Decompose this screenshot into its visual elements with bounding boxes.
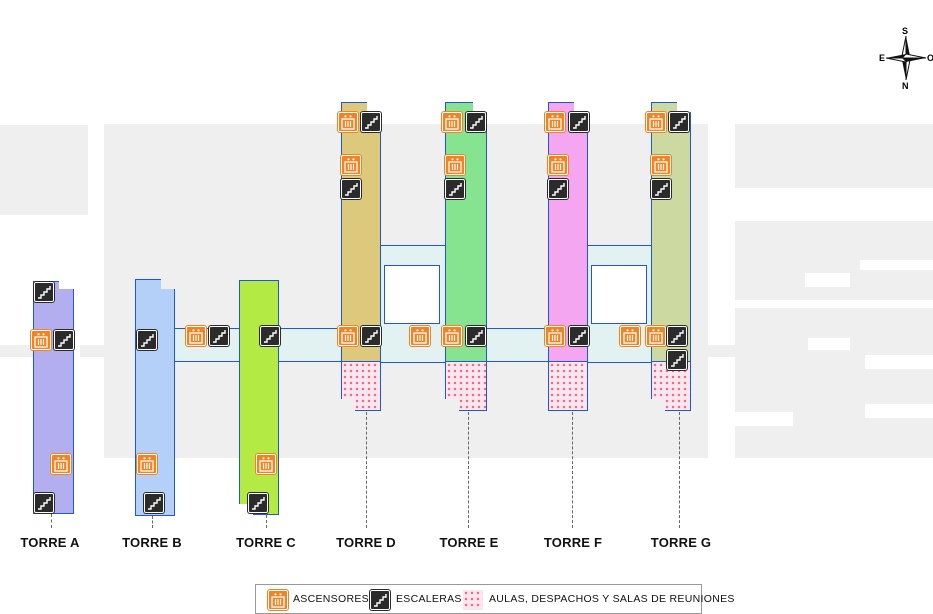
stairs-icon (548, 179, 568, 199)
elevator-icon (341, 155, 361, 175)
compass-south: S (902, 26, 909, 36)
stairs-icon (466, 112, 486, 132)
leader-line-a (51, 514, 52, 528)
stairs-icon (669, 112, 689, 132)
stairs-icon (466, 326, 486, 346)
tower-e[interactable] (445, 102, 487, 362)
stairs-icon (248, 493, 268, 513)
stairs-icon (370, 590, 390, 610)
courtyard-de (384, 265, 440, 324)
stairs-icon (361, 112, 381, 132)
map-legend: ASCENSORES ESCALERAS AULAS, DESPACHOS Y … (255, 584, 734, 614)
dotted-pink-swatch (463, 590, 483, 610)
stairs-icon (209, 326, 229, 346)
tower-label-g: TORRE G (650, 535, 712, 550)
courtyard-fg (591, 265, 647, 324)
stairs-icon (144, 493, 164, 513)
elevator-icon (186, 326, 206, 346)
background-block (0, 125, 88, 215)
stairs-icon (341, 179, 361, 199)
compass-rose-icon: S N E O (876, 26, 933, 91)
tower-d[interactable] (341, 102, 381, 362)
elevator-icon (51, 454, 71, 474)
stairs-icon (260, 326, 280, 346)
stairs-icon (361, 326, 381, 346)
elevator-icon (445, 155, 465, 175)
elevator-icon (442, 112, 462, 132)
stairs-icon (445, 179, 465, 199)
tower-b[interactable] (135, 279, 175, 516)
elevator-icon (31, 330, 51, 350)
stairs-icon (54, 330, 74, 350)
elevator-icon (338, 326, 358, 346)
elevator-icon (646, 112, 666, 132)
compass-west: O (927, 53, 933, 63)
elevator-icon (545, 326, 565, 346)
tower-label-f: TORRE F (543, 535, 603, 550)
tower-g[interactable] (651, 102, 691, 362)
elevator-icon (651, 155, 671, 175)
leader-line-g (679, 412, 680, 528)
background-block (0, 345, 33, 357)
street-gap (808, 338, 850, 350)
rooms-zone-f (548, 361, 588, 411)
leader-line-c (266, 515, 267, 528)
stairs-icon (34, 493, 54, 513)
tower-f[interactable] (548, 102, 588, 362)
stairs-icon (667, 326, 687, 346)
elevator-icon (410, 326, 430, 346)
elevator-icon (646, 326, 666, 346)
tower-label-a: TORRE A (20, 535, 80, 550)
tower-label-b: TORRE B (122, 535, 182, 550)
elevator-icon (442, 326, 462, 346)
tower-c[interactable] (239, 280, 279, 515)
background-block (705, 345, 735, 357)
elevator-icon (268, 590, 288, 610)
elevator-icon (137, 454, 157, 474)
leader-line-b (152, 516, 153, 528)
tower-label-c: TORRE C (236, 535, 296, 550)
tower-label-d: TORRE D (336, 535, 396, 550)
leader-line-e (468, 412, 469, 528)
compass-north: N (902, 81, 909, 91)
stairs-icon (569, 112, 589, 132)
street-gap (865, 404, 933, 418)
elevator-icon (545, 112, 565, 132)
street-gap (735, 300, 933, 308)
elevator-icon (548, 155, 568, 175)
corridor-bc (173, 328, 241, 362)
compass-east: E (879, 53, 886, 63)
legend-elevators-label: ASCENSORES (293, 593, 369, 605)
background-block (80, 345, 105, 357)
stairs-icon (651, 179, 671, 199)
street-gap (860, 260, 933, 270)
legend-stairs-label: ESCALERAS (396, 593, 462, 605)
stairs-icon (137, 330, 157, 350)
elevator-icon (338, 112, 358, 132)
tower-label-e: TORRE E (439, 535, 499, 550)
stairs-icon (569, 326, 589, 346)
stairs-icon (667, 350, 687, 370)
stairs-icon (34, 282, 54, 302)
street-gap (805, 273, 850, 287)
elevator-icon (620, 326, 640, 346)
street-gap (865, 355, 933, 369)
leader-line-d (366, 412, 367, 528)
tower-a[interactable] (33, 281, 74, 514)
leader-line-f (572, 412, 573, 528)
background-block (735, 124, 933, 188)
elevator-icon (256, 454, 276, 474)
street-gap (735, 412, 793, 426)
legend-rooms-label: AULAS, DESPACHOS Y SALAS DE REUNIONES (489, 593, 735, 605)
